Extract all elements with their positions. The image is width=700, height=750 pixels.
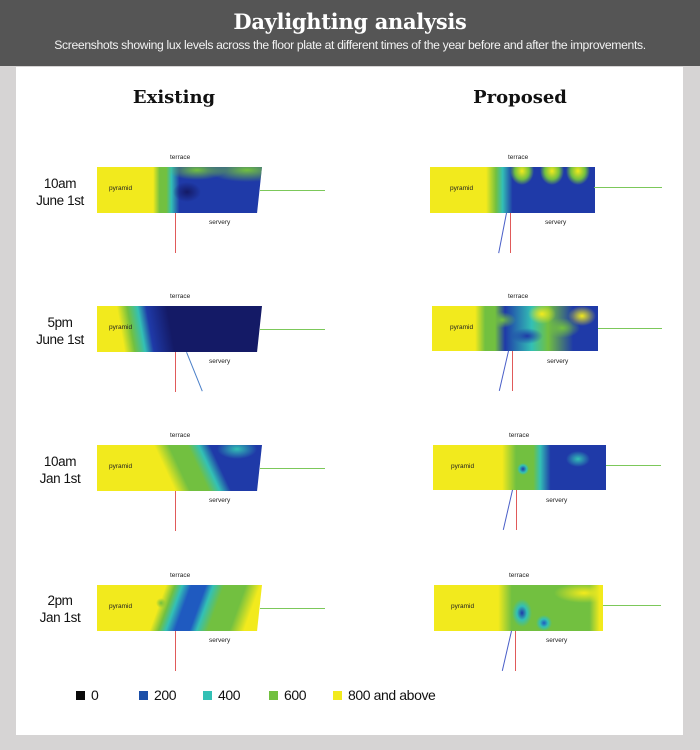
pyramid-label: pyramid (451, 463, 475, 470)
page-title: Daylighting analysis (233, 9, 467, 34)
servery-label: servery (209, 358, 231, 365)
terrace-label: terrace (170, 154, 191, 161)
page-subtitle: Screenshots showing lux levels across th… (54, 38, 646, 52)
pyramid-label: pyramid (451, 603, 475, 610)
axis-line-green (260, 608, 325, 609)
servery-label: servery (546, 497, 568, 504)
legend-label: 800 and above (348, 687, 436, 703)
lux-heatmap (97, 445, 262, 491)
terrace-label: terrace (170, 293, 191, 300)
row-label-1: 10am June 1st (22, 175, 98, 209)
row-label-2: 5pm June 1st (22, 314, 98, 348)
legend-item-400: 400 (203, 687, 241, 703)
servery-label: servery (546, 637, 568, 644)
axis-line-green (260, 190, 325, 191)
axis-line-green (260, 468, 325, 469)
row-date: June 1st (36, 332, 84, 347)
swatch-yellow-icon (333, 690, 342, 700)
legend-label: 600 (284, 687, 307, 703)
servery-label: servery (209, 219, 231, 226)
axis-line-red (516, 490, 517, 530)
terrace-label: terrace (170, 432, 191, 439)
servery-label: servery (209, 497, 231, 504)
column-heading-proposed: Proposed (473, 87, 567, 108)
terrace-label: terrace (509, 432, 530, 439)
row-date: Jan 1st (39, 610, 81, 625)
row-time: 10am (43, 176, 77, 191)
terrace-label: terrace (509, 572, 530, 579)
pyramid-label: pyramid (109, 324, 133, 331)
lux-heatmap (97, 585, 262, 631)
axis-line-green (603, 605, 661, 606)
row-time: 10am (43, 454, 77, 469)
row-label-3: 10am Jan 1st (22, 453, 98, 487)
axis-line-red (515, 631, 516, 671)
terrace-label: terrace (508, 154, 529, 161)
axis-line-green (594, 187, 662, 188)
terrace-label: terrace (508, 293, 529, 300)
legend-label: 400 (218, 687, 241, 703)
axis-line-red (510, 213, 511, 253)
row-label-4: 2pm Jan 1st (22, 592, 98, 626)
legend-label: 0 (91, 687, 99, 703)
legend-item-0: 0 (76, 687, 99, 703)
lux-heatmap (430, 167, 595, 213)
pyramid-label: pyramid (109, 603, 133, 610)
pyramid-label: pyramid (450, 324, 474, 331)
axis-line-green (606, 465, 661, 466)
column-heading-existing: Existing (132, 87, 216, 108)
swatch-green-icon (269, 690, 278, 700)
swatch-cyan-icon (203, 690, 212, 700)
axis-line-red (175, 352, 176, 392)
legend-item-600: 600 (269, 687, 307, 703)
terrace-label: terrace (170, 572, 191, 579)
axis-line-green (260, 329, 325, 330)
axis-line-green (598, 328, 662, 329)
lux-heatmap (432, 306, 598, 351)
row-date: June 1st (36, 193, 84, 208)
lux-heatmap (434, 585, 603, 631)
axis-line-red (175, 213, 176, 253)
header: Daylighting analysis Screenshots showing… (0, 0, 700, 66)
pyramid-label: pyramid (109, 185, 133, 192)
pyramid-label: pyramid (109, 463, 133, 470)
lux-heatmap (97, 306, 262, 352)
axis-line-red (512, 351, 513, 391)
legend-item-200: 200 (139, 687, 177, 703)
servery-label: servery (209, 637, 231, 644)
axis-line-red (175, 491, 176, 531)
swatch-blue-icon (139, 690, 148, 700)
row-date: Jan 1st (39, 471, 81, 486)
legend-label: 200 (154, 687, 177, 703)
swatch-black-icon (76, 690, 85, 700)
legend-item-800: 800 and above (333, 687, 436, 703)
servery-label: servery (545, 219, 567, 226)
axis-line-red (175, 631, 176, 671)
lux-heatmap (97, 167, 262, 213)
row-time: 2pm (47, 593, 73, 608)
lux-heatmap (433, 445, 606, 490)
row-time: 5pm (47, 315, 73, 330)
pyramid-label: pyramid (450, 185, 474, 192)
servery-label: servery (547, 358, 569, 365)
